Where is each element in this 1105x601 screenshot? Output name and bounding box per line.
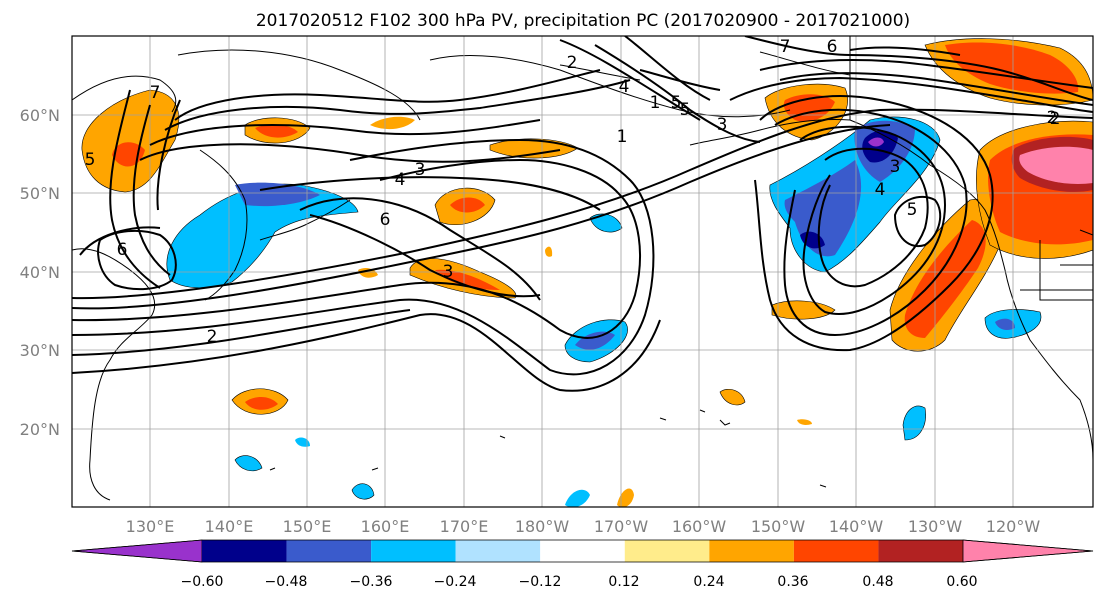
na-coast: [849, 119, 1093, 461]
lat-tick-label: 30°N: [20, 341, 60, 360]
contour-label: 1: [617, 127, 628, 147]
colorbar-label: −0.48: [265, 574, 308, 590]
lon-tick-label: 130°E: [126, 517, 175, 536]
lon-tick-label: 140°E: [205, 517, 254, 536]
colorbar-segment: [962, 539, 1094, 563]
colorbar-segment: [709, 540, 794, 562]
precip-pos-west: [81, 89, 180, 193]
lat-tick-label: 50°N: [20, 184, 60, 203]
lon-tick-label: 150°E: [283, 517, 332, 536]
contour-label: 5: [680, 100, 691, 120]
colorbar-segment: [793, 540, 879, 562]
chart-title: 2017020512 F102 300 hPa PV, precipitatio…: [256, 11, 910, 31]
lon-tick-label: 120°W: [986, 517, 1041, 536]
lat-tick-label: 20°N: [20, 420, 60, 439]
lat-ticks: 60°N 50°N 40°N 30°N 20°N: [20, 106, 60, 439]
lat-tick-label: 40°N: [20, 263, 60, 282]
pv-contours: [72, 36, 1093, 392]
colorbar-label: 0.24: [693, 574, 724, 590]
contour-label: 3: [717, 115, 728, 135]
colorbar-segment: [202, 540, 287, 562]
lat-tick-label: 60°N: [20, 106, 60, 125]
lon-tick-label: 140°W: [829, 517, 884, 536]
colorbar-segment: [286, 540, 372, 562]
contour-label: 4: [395, 170, 406, 190]
contour-labels: 7 6 5 4 3 2 1 3 4 2 1 5 6 3 5 4 3 2 6 5 …: [85, 37, 1061, 347]
lon-tick-label: 130°W: [908, 517, 963, 536]
contour-label: 6: [117, 240, 128, 260]
colorbar-segment: [878, 540, 963, 562]
colorbar-label: 0.48: [862, 574, 893, 590]
colorbar-label: −0.12: [519, 574, 562, 590]
colorbar-label: −0.36: [350, 574, 393, 590]
precip-neg-japan: [166, 183, 359, 289]
contour-label: 6: [380, 210, 391, 230]
colorbar-label: −0.60: [181, 574, 224, 590]
colorbar-segment: [455, 540, 541, 562]
contour-label: 1: [650, 93, 661, 113]
contour-label: 2: [1047, 108, 1058, 128]
contour-label: 5: [85, 150, 96, 170]
colorbar-label: −0.24: [434, 574, 477, 590]
colorbar-outline: [71, 539, 1094, 563]
colorbar-segment: [71, 539, 203, 563]
lon-tick-label: 180°W: [515, 517, 570, 536]
colorbar-label: 0.12: [608, 574, 639, 590]
lon-tick-label: 160°W: [672, 517, 727, 536]
contour-label: 5: [907, 200, 918, 220]
contour-label: 5: [671, 93, 682, 113]
colorbar-labels: −0.60 −0.48 −0.36 −0.24 −0.12 0.12 0.24 …: [181, 574, 978, 590]
lon-tick-label: 170°E: [440, 517, 489, 536]
contour-label: 2: [567, 53, 578, 73]
contour-label: 4: [875, 180, 886, 200]
contour-label: 7: [150, 83, 161, 103]
asia-coast: [72, 248, 156, 501]
precip-neg-japan-core: [235, 182, 320, 207]
lon-ticks: 130°E 140°E 150°E 160°E 170°E 180°W 170°…: [126, 517, 1041, 536]
contour-label: 4: [619, 77, 630, 97]
lon-tick-label: 170°W: [594, 517, 649, 536]
contour-label: 2: [207, 327, 218, 347]
contour-label: 2: [1050, 109, 1061, 129]
graticule: [72, 36, 1093, 507]
contour-label: 7: [780, 37, 791, 57]
colorbar-segment: [540, 540, 625, 562]
contour-label: 3: [443, 262, 454, 282]
map-frame: [71, 35, 1094, 508]
colorbar: [71, 539, 1094, 563]
colorbar-segment: [624, 540, 710, 562]
colorbar-label: 0.60: [946, 574, 977, 590]
map-area: 7 6 5 4 3 2 1 3 4 2 1 5 6 3 5 4 3 2 6 5 …: [72, 36, 1093, 507]
contour-label: 6: [827, 37, 838, 57]
lon-tick-label: 160°E: [361, 517, 410, 536]
contour-label: 3: [415, 160, 426, 180]
colorbar-label: 0.36: [777, 574, 808, 590]
contour-label: 3: [890, 157, 901, 177]
lon-tick-label: 150°W: [751, 517, 806, 536]
colorbar-segment: [371, 540, 456, 562]
